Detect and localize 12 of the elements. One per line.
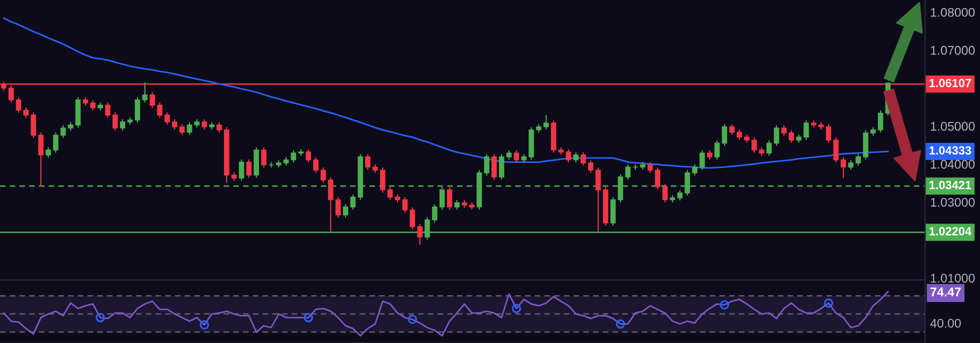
y-tick-label: 1.04000	[930, 160, 975, 169]
y-tick-label: 1.03000	[930, 198, 975, 207]
ref-line-label: 1.03421	[930, 180, 972, 190]
ref-line-label: 1.02204	[930, 227, 972, 236]
y-tick-label: 1.07000	[930, 46, 975, 55]
text: 1.04333	[930, 146, 972, 155]
y-tick-label: 1.01000	[930, 274, 975, 283]
y-tick-label: 1.05000	[930, 122, 975, 131]
y-tick-label: 1.08000	[930, 8, 975, 17]
y-tick-label: 40.00	[930, 318, 961, 328]
y-tick-label: 74.47	[930, 288, 961, 296]
ref-line-label: 1.06107	[930, 78, 971, 88]
